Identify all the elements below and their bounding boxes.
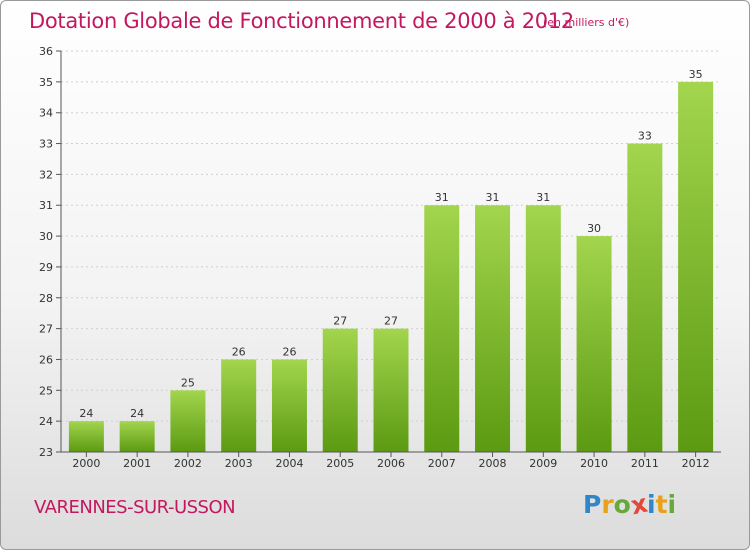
data-label: 30	[587, 222, 601, 235]
y-tick-label: 31	[39, 199, 53, 212]
commune-name: VARENNES-SUR-USSON	[34, 497, 236, 518]
x-tick-label: 2010	[580, 457, 608, 470]
data-label: 33	[638, 130, 652, 143]
data-label: 24	[130, 407, 144, 420]
y-tick-label: 23	[39, 446, 53, 459]
bar	[576, 236, 612, 452]
x-tick-label: 2009	[529, 457, 557, 470]
logo-letter: r	[601, 490, 614, 519]
bar	[475, 205, 511, 452]
y-tick-label: 28	[39, 292, 53, 305]
chart-subtitle: (en milliers d'€)	[543, 16, 630, 29]
y-tick-label: 27	[39, 323, 53, 336]
logo-letter: i	[667, 490, 677, 519]
bar	[627, 143, 663, 453]
y-tick-label: 30	[39, 230, 53, 243]
bar	[322, 328, 358, 452]
bar	[373, 328, 409, 452]
bar	[119, 421, 155, 452]
x-tick-label: 2006	[377, 457, 405, 470]
x-tick-label: 2004	[275, 457, 303, 470]
logo-letter: i	[647, 490, 656, 519]
y-tick-label: 32	[39, 168, 53, 181]
y-tick-label: 26	[39, 353, 53, 366]
proxiti-logo: Proxiti	[583, 489, 677, 521]
bar	[170, 390, 206, 452]
bar	[525, 205, 561, 452]
data-label: 26	[282, 345, 296, 358]
x-tick-label: 2011	[631, 457, 659, 470]
x-tick-label: 2005	[326, 457, 354, 470]
y-tick-label: 34	[39, 107, 53, 120]
chart-title: Dotation Globale de Fonctionnement de 20…	[29, 9, 574, 33]
bar	[68, 421, 104, 452]
y-tick-label: 35	[39, 76, 53, 89]
bar	[424, 205, 460, 452]
y-tick-label: 29	[39, 261, 53, 274]
x-tick-label: 2008	[479, 457, 507, 470]
logo-letter: o	[613, 490, 631, 519]
bar	[221, 359, 257, 452]
x-tick-label: 2012	[682, 457, 710, 470]
y-tick-label: 25	[39, 384, 53, 397]
x-tick-label: 2000	[72, 457, 100, 470]
x-tick-label: 2003	[225, 457, 253, 470]
data-label: 31	[435, 191, 449, 204]
data-label: 31	[486, 191, 500, 204]
data-label: 27	[333, 315, 347, 328]
logo-letter: t	[655, 490, 668, 519]
y-tick-label: 33	[39, 138, 53, 151]
data-label: 24	[79, 407, 93, 420]
data-label: 27	[384, 315, 398, 328]
x-tick-label: 2002	[174, 457, 202, 470]
data-label: 25	[181, 376, 195, 389]
logo-letter: P	[583, 490, 602, 519]
x-tick-label: 2001	[123, 457, 151, 470]
data-label: 26	[232, 345, 246, 358]
bar	[271, 359, 307, 452]
data-label: 31	[536, 191, 550, 204]
x-tick-label: 2007	[428, 457, 456, 470]
y-tick-label: 24	[39, 415, 53, 428]
bar	[678, 81, 714, 452]
y-tick-label: 36	[39, 45, 53, 58]
data-label: 35	[689, 68, 703, 81]
